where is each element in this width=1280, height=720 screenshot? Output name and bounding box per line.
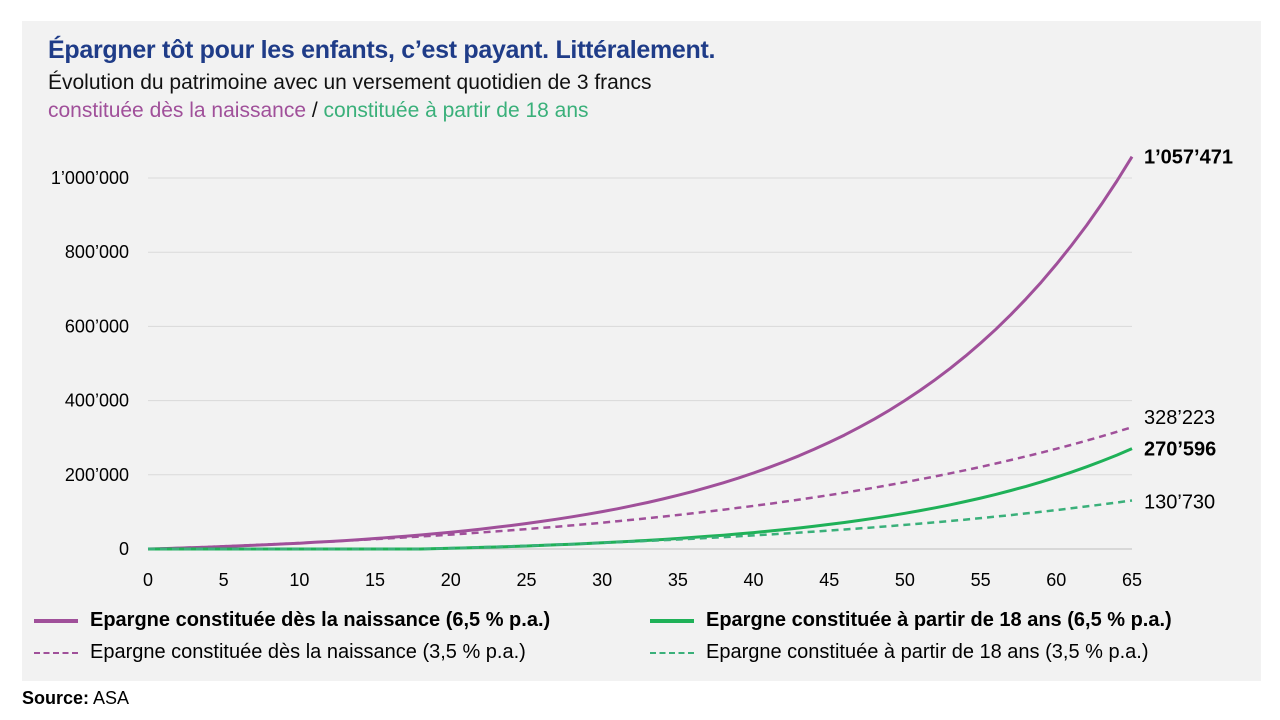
source-value: ASA — [89, 688, 130, 708]
x-tick-label: 60 — [1046, 570, 1066, 590]
x-tick-label: 65 — [1122, 570, 1142, 590]
end-label-3: 270’596 — [1144, 439, 1216, 461]
x-tick-label: 10 — [289, 570, 309, 590]
y-tick-label: 200’000 — [65, 465, 129, 485]
chart-subtitle: Évolution du patrimoine avec un versemen… — [48, 71, 652, 94]
end-labels: 1’057’471 328’223 270’596 130’730 — [1144, 147, 1233, 514]
end-label-4: 130’730 — [1144, 491, 1215, 513]
series-line-3 — [148, 447, 1133, 551]
legend-swatch-s2 — [650, 618, 694, 623]
legend-item-s1: Epargne constituée dès la naissance (6,5… — [34, 609, 550, 632]
x-axis-ticks: 0 5 10 15 20 25 30 35 40 45 50 55 60 65 — [143, 570, 1142, 590]
x-tick-label: 55 — [971, 570, 991, 590]
y-tick-label: 0 — [119, 539, 129, 559]
legend-swatch-s3 — [34, 651, 78, 654]
source-label: Source: — [22, 688, 90, 708]
source-note: Source: ASA — [22, 688, 129, 709]
y-axis-ticks: 0 200’000 400’000 600’000 800’000 1’000’000 — [51, 168, 129, 559]
x-tick-label: 30 — [592, 570, 612, 590]
x-tick-label: 50 — [895, 570, 915, 590]
y-tick-label: 800’000 — [65, 242, 129, 262]
chart-title: Épargner tôt pour les enfants, c’est pay… — [48, 36, 716, 64]
x-tick-label: 25 — [516, 570, 536, 590]
end-label-1: 1’057’471 — [1144, 147, 1233, 169]
y-tick-label: 400’000 — [65, 391, 129, 411]
legend-label-s4: Epargne constituée à partir de 18 ans (3… — [706, 641, 1149, 663]
legend-item-s2: Epargne constituée à partir de 18 ans (6… — [650, 609, 1172, 632]
legend-swatch-s1 — [34, 618, 78, 623]
legend-label-s1: Epargne constituée dès la naissance (6,5… — [90, 609, 551, 631]
series-lines — [147, 155, 1134, 551]
y-tick-label: 600’000 — [65, 316, 129, 336]
chart-subtitle-series: constituée dès la naissance / constituée… — [48, 99, 589, 123]
subtitle-separator: / — [306, 99, 324, 122]
chart-panel — [22, 21, 1261, 681]
x-tick-label: 0 — [143, 570, 153, 590]
series-line-1 — [147, 155, 1134, 551]
subtitle-purple: constituée dès la naissance — [48, 99, 306, 122]
x-tick-label: 35 — [668, 570, 688, 590]
x-tick-label: 45 — [819, 570, 839, 590]
x-tick-label: 20 — [441, 570, 461, 590]
y-tick-label: 1’000’000 — [51, 168, 129, 188]
subtitle-green: constituée à partir de 18 ans — [323, 99, 589, 122]
legend-swatch-s4 — [650, 651, 694, 654]
legend-label-s2: Epargne constituée à partir de 18 ans (6… — [706, 609, 1172, 631]
series-line-2 — [147, 426, 1133, 551]
legend-item-s3: Epargne constituée dès la naissance (3,5… — [34, 641, 526, 664]
series-line-4 — [148, 499, 1133, 551]
legend-item-s4: Epargne constituée à partir de 18 ans (3… — [650, 641, 1149, 664]
end-label-2: 328’223 — [1144, 407, 1215, 429]
grid-lines — [148, 177, 1132, 550]
x-tick-label: 15 — [365, 570, 385, 590]
legend-label-s3: Epargne constituée dès la naissance (3,5… — [90, 641, 526, 663]
x-tick-label: 40 — [744, 570, 764, 590]
x-tick-label: 5 — [219, 570, 229, 590]
